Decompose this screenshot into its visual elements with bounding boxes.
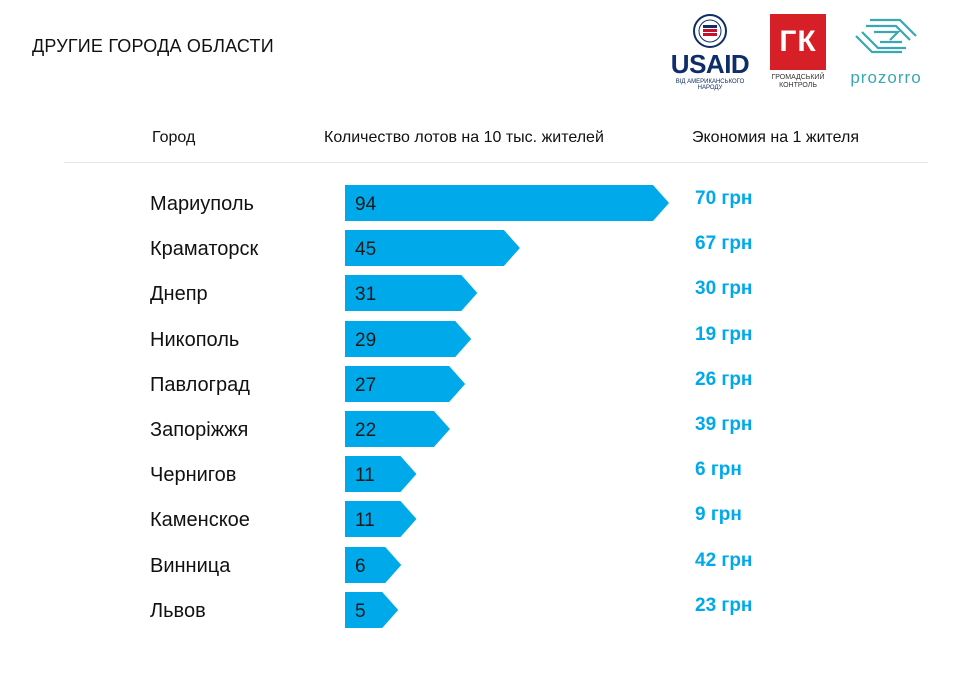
bar xyxy=(345,546,402,583)
table-row: Днепр 31 30 грн xyxy=(0,275,960,313)
gk-subtitle-line-1: ГРОМАДСЬКИЙ xyxy=(771,74,825,81)
logo-strip: USAID ВІД АМЕРИКАНСЬКОГО НАРОДУ ГК ГРОМА… xyxy=(660,12,940,92)
bar xyxy=(345,365,466,402)
bar-container: 6 xyxy=(345,546,402,583)
city-label: Краматорск xyxy=(150,238,259,261)
bar-value-label: 5 xyxy=(355,601,366,622)
bar-container: 22 xyxy=(345,411,450,447)
page-title: ДРУГИЕ ГОРОДА ОБЛАСТИ xyxy=(32,36,274,56)
bar-container: 31 xyxy=(345,275,478,312)
bar-value-label: 6 xyxy=(355,556,366,577)
bar-value-label: 94 xyxy=(355,194,377,215)
table-row: Никополь 29 19 грн xyxy=(0,320,960,359)
economy-value: 39 грн xyxy=(695,414,753,435)
bar-value-label: 27 xyxy=(355,375,376,396)
prozorro-mark-icon xyxy=(855,18,917,54)
bar-value-label: 45 xyxy=(355,239,376,260)
bar-value-label: 11 xyxy=(355,465,375,486)
city-label: Никополь xyxy=(150,328,240,351)
bar-container: 29 xyxy=(345,320,472,357)
economy-value: 23 грн xyxy=(695,594,753,616)
city-label: Запоріжжя xyxy=(150,419,249,441)
city-label: Павлоград xyxy=(150,373,250,396)
bar xyxy=(345,320,472,357)
prozorro-wordmark: prozorro xyxy=(850,68,922,87)
economy-value: 9 грн xyxy=(695,504,742,526)
bar xyxy=(345,230,520,267)
table-row: Запоріжжя 22 39 грн xyxy=(0,411,960,449)
gk-mark: ГК xyxy=(770,14,826,70)
economy-value: 30 грн xyxy=(695,278,753,300)
gk-subtitle-line-2: КОНТРОЛЬ xyxy=(779,82,817,89)
usaid-seal-icon xyxy=(693,14,727,48)
bar-container: 94 xyxy=(345,185,669,221)
city-label: Чернигов xyxy=(150,464,237,487)
bar xyxy=(345,501,417,538)
header-city: Город xyxy=(152,129,196,146)
city-label: Львов xyxy=(150,599,206,622)
economy-value: 26 грн xyxy=(695,368,753,390)
bar-container: 5 xyxy=(345,591,399,628)
bar xyxy=(345,411,450,447)
bar-value-label: 22 xyxy=(355,420,376,441)
economy-value: 70 грн xyxy=(695,188,753,209)
table-row: Мариуполь 94 70 грн xyxy=(0,185,960,223)
table-row: Винница 6 42 грн xyxy=(0,546,960,585)
bar-container: 11 xyxy=(345,501,417,538)
header-lots: Количество лотов на 10 тыс. жителей xyxy=(324,129,604,146)
bar-value-label: 29 xyxy=(355,330,376,351)
table-row: Павлоград 27 26 грн xyxy=(0,365,960,404)
gk-logo: ГК ГРОМАДСЬКИЙ КОНТРОЛЬ xyxy=(768,14,828,92)
economy-value: 6 грн xyxy=(695,459,742,481)
usaid-wordmark: USAID xyxy=(670,49,750,79)
prozorro-logo: prozorro xyxy=(838,14,934,92)
table-row: Краматорск 45 67 грн xyxy=(0,230,960,268)
bar-container: 45 xyxy=(345,230,520,267)
bar xyxy=(345,275,478,312)
city-label: Винница xyxy=(150,554,231,577)
city-label: Днепр xyxy=(150,283,208,306)
economy-value: 42 грн xyxy=(695,549,753,571)
bar-container: 11 xyxy=(345,456,417,493)
usaid-logo: USAID ВІД АМЕРИКАНСЬКОГО НАРОДУ xyxy=(665,12,755,91)
table-row: Каменское 11 9 грн xyxy=(0,501,960,539)
city-label: Мариуполь xyxy=(150,193,254,215)
bar xyxy=(345,591,399,628)
header-divider xyxy=(64,162,928,163)
economy-value: 67 грн xyxy=(695,233,753,255)
gk-subtitle: ГРОМАДСЬКИЙ КОНТРОЛЬ xyxy=(768,74,828,90)
table-row: Львов 5 23 грн xyxy=(0,591,960,630)
usaid-subtitle: ВІД АМЕРИКАНСЬКОГО НАРОДУ xyxy=(675,79,745,91)
header-economy: Экономия на 1 жителя xyxy=(692,129,860,146)
table-row: Чернигов 11 6 грн xyxy=(0,456,960,494)
economy-value: 19 грн xyxy=(695,323,753,345)
bar xyxy=(345,456,417,493)
bar xyxy=(345,185,669,221)
bar-value-label: 11 xyxy=(355,510,375,531)
city-label: Каменское xyxy=(150,509,250,532)
bar-container: 27 xyxy=(345,365,466,402)
bar-value-label: 31 xyxy=(355,284,376,305)
